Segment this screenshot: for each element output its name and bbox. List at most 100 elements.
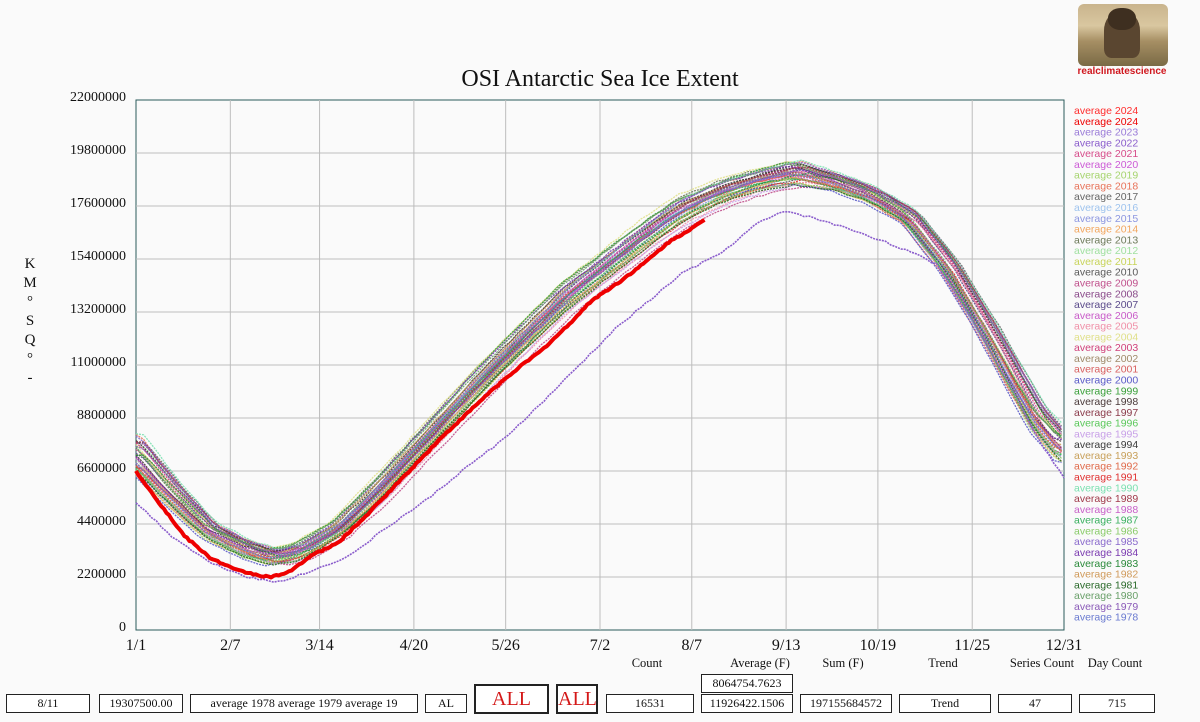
series-line [135,163,1062,551]
y-tick-label: 8800000 [77,408,126,423]
series-line-2024 [134,218,706,580]
series-count-label: Series Count [1009,656,1075,670]
legend-item: average 2007 [1074,299,1138,311]
y-tick-label: 4400000 [77,514,126,529]
series-line [135,178,1062,562]
series-line [135,183,1062,566]
y-tick-label: 2200000 [77,567,126,582]
legend-item: average 2015 [1074,213,1138,225]
y-axis-label: KM ° SQ ° - [23,256,36,386]
x-tick-label: 2/7 [220,637,240,654]
x-tick-label: 11/25 [954,637,990,654]
legend-item: average 1996 [1074,418,1138,430]
legend-item: average 2012 [1074,245,1138,257]
legend-item: average 2019 [1074,170,1138,182]
y-tick-label: 6600000 [77,461,126,476]
x-tick-label: 8/7 [682,637,702,654]
legend-item: average 1998 [1074,396,1138,408]
series-line [135,186,1062,566]
logo-image [1078,4,1168,66]
day-count-field[interactable]: 715 [1079,694,1155,713]
series-line [135,161,1062,550]
x-tick-label: 7/2 [590,637,610,654]
series-count-field[interactable]: 47 [998,694,1072,713]
legend-item: average 2014 [1074,224,1138,236]
average-label: Average (F) [730,656,790,670]
average-top-field[interactable]: 8064754.7623 [701,674,793,693]
series-line [135,179,1062,563]
legend-item: average 2024 [1074,105,1138,117]
all-button-2[interactable]: ALL [556,684,598,714]
y-axis-label-char: - [28,370,33,386]
legend-item: average 2009 [1074,277,1138,289]
value-field[interactable]: 19307500.00 [99,694,183,713]
legend-item: average 2010 [1074,267,1138,279]
series-line [135,177,1062,562]
y-tick-label: 19800000 [70,143,126,158]
legend-item: average 2013 [1074,234,1138,246]
y-axis-label-char: S [26,313,34,329]
x-tick-label: 4/20 [400,637,428,654]
legend-item: average 2004 [1074,331,1138,343]
al-field[interactable]: AL [425,694,467,713]
day-count-label: Day Count [1087,656,1143,670]
legend-item: average 1997 [1074,407,1138,419]
x-tick-label: 1/1 [126,637,146,654]
legend-item: average 1992 [1074,461,1138,473]
series-line [135,163,1062,551]
series-line [135,159,1062,550]
legend-item: average 1990 [1074,482,1138,494]
x-tick-label: 9/13 [772,637,800,654]
y-tick-label: 22000000 [70,90,126,105]
date-field[interactable]: 8/11 [6,694,90,713]
trend-field[interactable]: Trend [899,694,991,713]
x-tick-label: 5/26 [491,637,519,654]
legend-item: average 2020 [1074,159,1138,171]
legend-item: average 2021 [1074,148,1138,160]
legend-item: average 1987 [1074,515,1138,527]
legend-item: average 1982 [1074,569,1138,581]
series-lines [134,159,1065,583]
x-axis-ticks: 1/1 2/7 3/14 4/20 5/26 7/2 8/7 9/13 10/19 11/25 12… [126,637,1082,654]
y-axis-ticks: 2200000019800000176000001540000013200000… [70,90,126,635]
logo-caption: realclimatescience [1077,66,1167,77]
series-line [135,176,1062,563]
legend-item: average 1978 [1074,612,1138,624]
legend-item: average 1980 [1074,590,1138,602]
series-line [135,173,1062,559]
y-axis-label-char: ° [27,294,33,310]
legend-item: average 1994 [1074,439,1138,451]
count-field[interactable]: 16531 [606,694,694,713]
x-tick-label: 3/14 [305,637,333,654]
logo: realclimatescience [1070,4,1174,77]
legend-item: average 2017 [1074,191,1138,203]
average-field[interactable]: 11926422.1506 [701,694,793,713]
legend-item: average 2006 [1074,310,1138,322]
series-line [135,161,1062,551]
legend-item: average 1999 [1074,385,1138,397]
trend-label: Trend [928,656,958,670]
y-axis-label-char: K [25,256,36,272]
y-tick-label: 15400000 [70,249,126,264]
x-tick-label: 12/31 [1046,637,1082,654]
series-line [135,172,1062,558]
sum-field[interactable]: 197155684572 [800,694,892,713]
all-button-1[interactable]: ALL [474,684,549,714]
legend-item: average 2001 [1074,364,1138,376]
legend-item: average 1991 [1074,472,1138,484]
y-axis-label-char: Q [25,332,36,348]
legend-item: average 1984 [1074,547,1138,559]
y-tick-label: 13200000 [70,302,126,317]
legend-item: average 1988 [1074,504,1138,516]
y-tick-label: 0 [119,620,126,635]
legend-item: average 2002 [1074,353,1138,365]
legend-item: average 1986 [1074,525,1138,537]
series-select[interactable]: average 1978 average 1979 average 19 [190,694,418,713]
legend-item: average 1979 [1074,601,1138,613]
y-tick-label: 11000000 [71,355,126,370]
legend-item: average 1985 [1074,536,1138,548]
sum-label: Sum (F) [822,656,864,670]
x-tick-label: 10/19 [860,637,896,654]
series-line [135,170,1062,555]
